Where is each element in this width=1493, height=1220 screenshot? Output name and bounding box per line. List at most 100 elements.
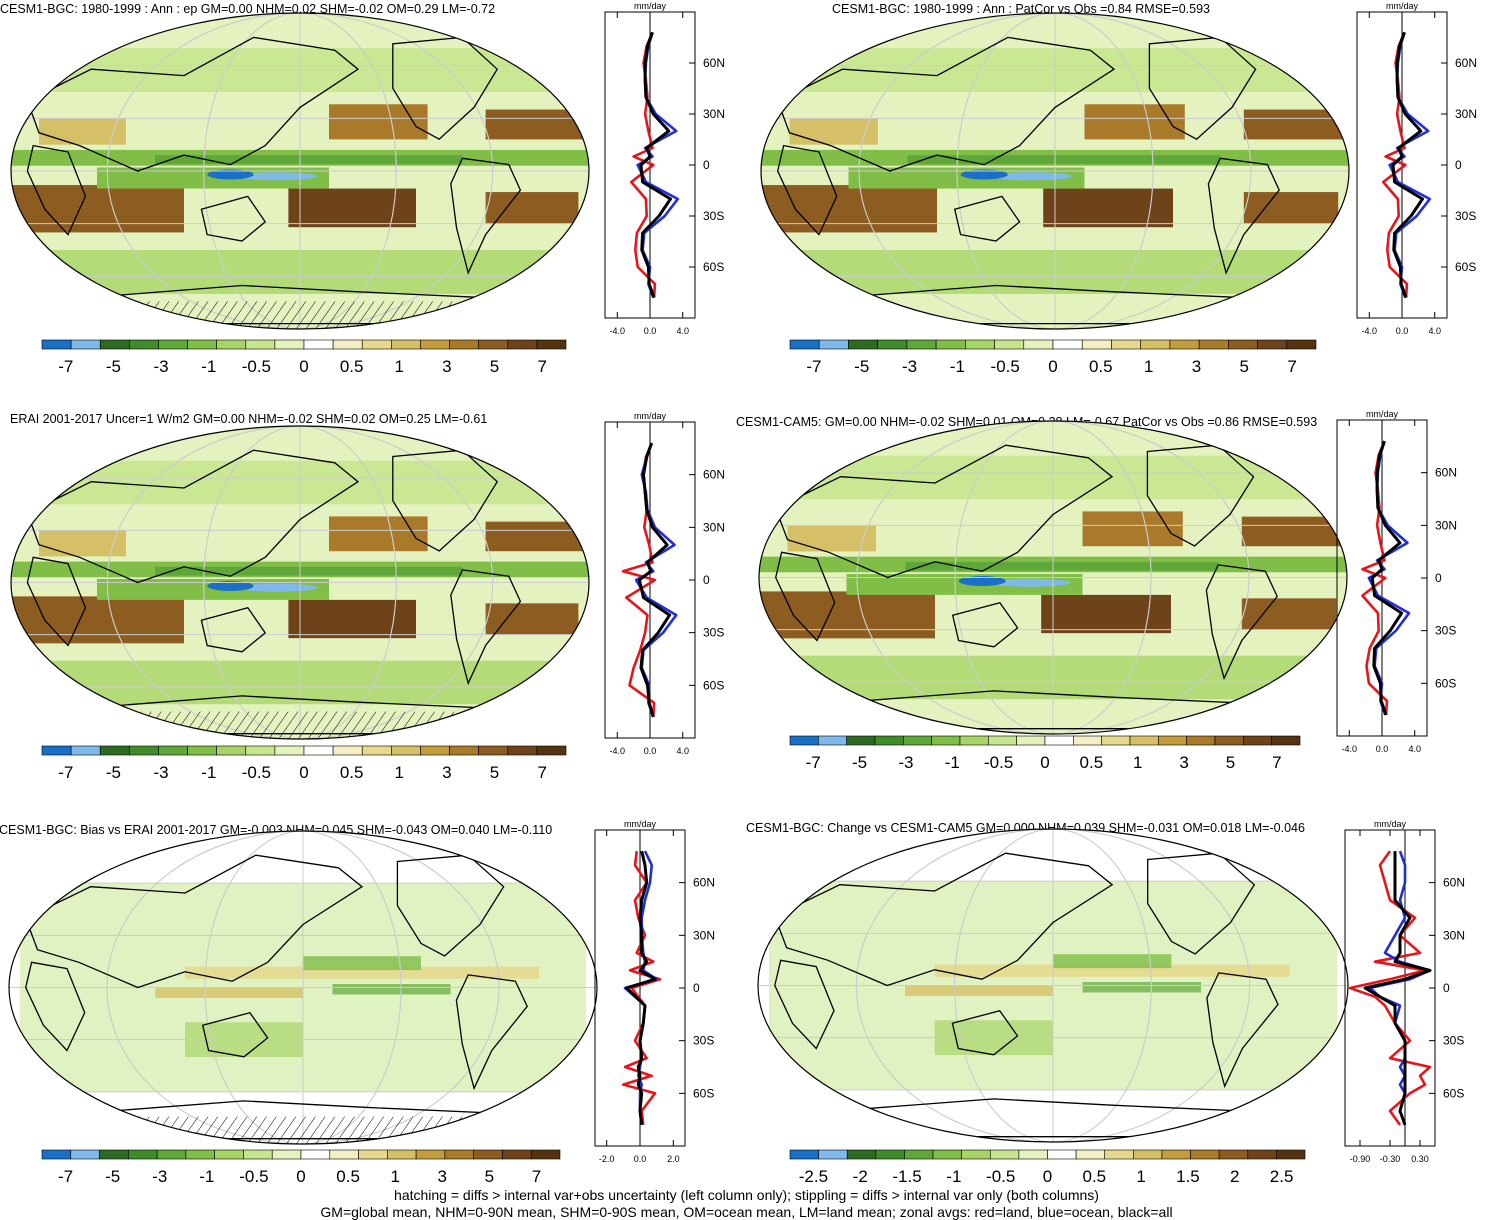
colorbar-swatch	[359, 1150, 388, 1159]
lat-tick-label: 60N	[703, 468, 725, 482]
colorbar-swatch	[508, 746, 537, 755]
colorbar-swatch	[960, 736, 988, 745]
zonal-xtick-label: 4.0	[676, 746, 689, 756]
colorbar-swatch	[387, 1150, 416, 1159]
colorbar-swatch	[304, 340, 333, 349]
colorbar-swatch	[188, 746, 217, 755]
lat-tick-label: 60N	[693, 876, 715, 890]
colorbar-swatch	[819, 340, 848, 349]
zonal-xtick-label: 0.30	[1411, 1154, 1429, 1164]
colorbar-label: -7	[58, 763, 73, 782]
panel-title: ERAI 2001-2017 Uncer=1 W/m2 GM=0.00 NHM=…	[10, 412, 487, 426]
colorbar-swatch	[275, 746, 304, 755]
colorbar-swatch	[71, 746, 100, 755]
map-p1	[10, 12, 590, 330]
colorbar-label: -1	[199, 1167, 214, 1186]
colorbar-label: 0.5	[340, 357, 364, 376]
zonal-unit-label: mm/day	[624, 819, 657, 829]
footnote-1: hatching = diffs > internal var+obs unce…	[0, 1187, 1493, 1203]
colorbar-label: 3	[442, 357, 451, 376]
colorbar-swatch	[1162, 1150, 1191, 1159]
colorbar-label: -2.5	[799, 1167, 828, 1186]
zonal-xtick-label: 4.0	[676, 326, 689, 336]
colorbar-swatch	[450, 746, 479, 755]
colorbar-swatch	[71, 1150, 100, 1159]
colorbar-swatch	[1141, 340, 1170, 349]
colorbar-swatch	[420, 746, 449, 755]
colorbar-swatch	[1019, 1150, 1048, 1159]
colorbar-label: 0	[1040, 753, 1049, 772]
lat-tick-label: 60N	[703, 56, 725, 70]
colorbar-label: -2	[853, 1167, 868, 1186]
colorbar-swatch	[217, 746, 246, 755]
colorbar-label: 0.5	[336, 1167, 360, 1186]
colorbar-swatch	[1076, 1150, 1105, 1159]
colorbar-swatch	[1170, 340, 1199, 349]
colorbar-label: 5	[1240, 357, 1249, 376]
colorbar-swatch	[1199, 340, 1228, 349]
colorbar-swatch	[157, 1150, 186, 1159]
colorbar-swatch	[1017, 736, 1045, 745]
colorbar-swatch	[903, 736, 931, 745]
colorbar-swatch	[1219, 1150, 1248, 1159]
colorbar-label: 0	[1048, 357, 1057, 376]
colorbar-label: 5	[490, 763, 499, 782]
colorbar-label: 3	[442, 763, 451, 782]
colorbar-label: 5	[490, 357, 499, 376]
colorbar-label: 1	[1136, 1167, 1145, 1186]
lat-tick-label: 0	[703, 573, 710, 587]
colorbar-swatch	[1243, 736, 1271, 745]
colorbar-swatch	[479, 746, 508, 755]
colorbar-label: 0.5	[1080, 753, 1104, 772]
lat-tick-label: 0	[1443, 981, 1450, 995]
colorbar-swatch	[246, 746, 275, 755]
colorbar-label: -0.5	[242, 357, 271, 376]
footnote-2: GM=global mean, NHM=0-90N mean, SHM=0-90…	[0, 1204, 1493, 1220]
colorbar-swatch	[1133, 1150, 1162, 1159]
colorbar-swatch	[304, 746, 333, 755]
colorbar-swatch	[1024, 340, 1053, 349]
colorbar-swatch	[1102, 736, 1130, 745]
zonal-unit-label: mm/day	[1386, 1, 1419, 11]
map-p5	[8, 830, 598, 1145]
colorbar-swatch	[416, 1150, 445, 1159]
colorbar-swatch	[129, 340, 158, 349]
zonal-unit-label: mm/day	[1366, 409, 1399, 419]
zonal-line-blue	[1369, 441, 1409, 715]
zonal-line-red	[1350, 851, 1430, 1125]
zonal-xtick-label: -4.0	[610, 746, 626, 756]
colorbar-label: -5	[105, 1167, 120, 1186]
colorbar-label: 0	[299, 763, 308, 782]
colorbar-label: -3	[902, 357, 917, 376]
colorbar-label: -1	[946, 1167, 961, 1186]
colorbar-swatch	[158, 746, 187, 755]
colorbar-label: 1	[1133, 753, 1142, 772]
map-p4	[758, 420, 1348, 735]
colorbar-label: 7	[1287, 357, 1296, 376]
colorbar-swatch	[1053, 340, 1082, 349]
colorbar-label: -0.5	[991, 357, 1020, 376]
lat-tick-label: 0	[1455, 158, 1462, 172]
colorbar-swatch	[188, 340, 217, 349]
colorbar-swatch	[275, 340, 304, 349]
colorbar-label: -5	[854, 357, 869, 376]
lat-tick-label: 30N	[1435, 518, 1457, 532]
colorbar-swatch	[128, 1150, 157, 1159]
lat-tick-label: 0	[703, 158, 710, 172]
colorbar-swatch	[100, 340, 129, 349]
zonal-line-black	[1372, 441, 1401, 715]
colorbar-swatch	[876, 1150, 905, 1159]
colorbar-swatch	[1215, 736, 1243, 745]
colorbar-swatch	[1272, 736, 1300, 745]
colorbar-label: -0.5	[986, 1167, 1015, 1186]
colorbar-label: -5	[852, 753, 867, 772]
colorbar-swatch	[1130, 736, 1158, 745]
colorbar-label: -1	[201, 357, 216, 376]
colorbar-swatch	[243, 1150, 272, 1159]
zonal-xtick-label: 0.0	[644, 746, 657, 756]
